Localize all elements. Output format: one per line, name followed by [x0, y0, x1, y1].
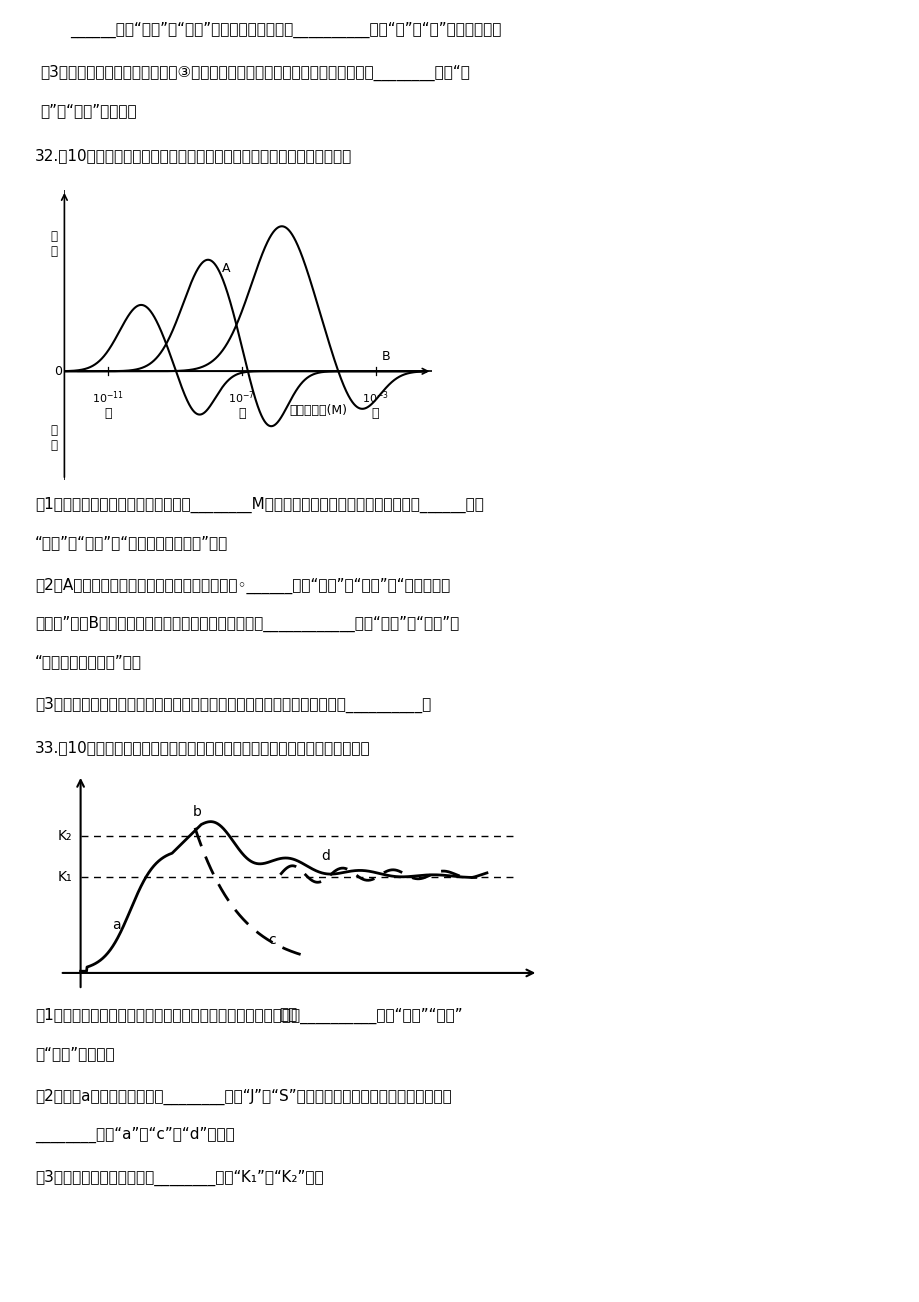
- Text: （1）描述、解释和预测种群数量的变化，常需要建立如图所示的__________（填“数学”“物理”: （1）描述、解释和预测种群数量的变化，常需要建立如图所示的__________（…: [35, 1008, 462, 1025]
- Text: ______（填“增加”或“减少”），这种调节机制是__________（填“正”或“负”）反馈调节。: ______（填“增加”或“减少”），这种调节机制是__________（填“正…: [70, 22, 501, 38]
- Text: a: a: [111, 918, 120, 931]
- Text: $10^{-3}$: $10^{-3}$: [362, 389, 389, 406]
- Text: （3）另外垂体分泌的生长激素与③都能促进幼年动物的生长和发育，他们之间是________（填“协: （3）另外垂体分泌的生长激素与③都能促进幼年动物的生长和发育，他们之间是____…: [40, 65, 470, 81]
- Text: （3）由图可知，植物不同器官对生长素的反应不同，灵敏度由高到低依此是__________。: （3）由图可知，植物不同器官对生长素的反应不同，灵敏度由高到低依此是______…: [35, 697, 431, 713]
- Text: 根: 根: [104, 406, 111, 419]
- Text: “既不促进也不抑制”）。: “既不促进也不抑制”）。: [35, 654, 142, 669]
- Text: $10^{-11}$: $10^{-11}$: [92, 389, 124, 406]
- Text: K₂: K₂: [58, 829, 73, 844]
- Text: 33.（10分）下图为种群在不同生态系统中的增长曲线模式图，据图回答问题。: 33.（10分）下图为种群在不同生态系统中的增长曲线模式图，据图回答问题。: [35, 740, 370, 755]
- Text: ________（填“a”或“c”或“d”）段。: ________（填“a”或“c”或“d”）段。: [35, 1128, 234, 1143]
- Text: 芙: 芙: [238, 406, 245, 419]
- Text: “促进”或“抑制”或“既不促进也不抑制”）。: “促进”或“抑制”或“既不促进也不抑制”）。: [35, 535, 228, 549]
- Text: b: b: [192, 805, 201, 819]
- Text: d: d: [322, 849, 330, 863]
- Text: （2）A点所对应的生长素浓度对茎生长的效应是◦______（填“促进”或“抑制”或“既不促进也: （2）A点所对应的生长素浓度对茎生长的效应是◦______（填“促进”或“抑制”…: [35, 578, 449, 594]
- Text: （2）图中a段种群增长近似于________（填“J”或“S”）型曲线。自然界中，大多数种群处于: （2）图中a段种群增长近似于________（填“J”或“S”）型曲线。自然界中…: [35, 1088, 451, 1105]
- Text: 时间: 时间: [279, 1006, 298, 1022]
- Text: 0: 0: [54, 365, 62, 378]
- Text: $10^{-7}$: $10^{-7}$: [228, 389, 255, 406]
- Text: 促
进: 促 进: [51, 230, 58, 258]
- Text: 茎: 茎: [371, 406, 379, 419]
- Text: （3）该种群的环境容纳量是________（填“K₁”或“K₂”）。: （3）该种群的环境容纳量是________（填“K₁”或“K₂”）。: [35, 1170, 323, 1186]
- Text: （1）促进芙生长的生长素最适浓度是________M，生长素的这一浓度对根生长的效应是______（填: （1）促进芙生长的生长素最适浓度是________M，生长素的这一浓度对根生长的…: [35, 497, 483, 513]
- Text: 32.（10分）右图表示植物不同器官对生长素的反应。请观察后据图回答：: 32.（10分）右图表示植物不同器官对生长素的反应。请观察后据图回答：: [35, 148, 352, 163]
- Text: A: A: [222, 262, 231, 275]
- Text: K₁: K₁: [58, 870, 73, 884]
- Text: 生长素浓度(M): 生长素浓度(M): [289, 405, 347, 418]
- Text: 同”或“拮抗”）关系。: 同”或“拮抗”）关系。: [40, 103, 137, 118]
- Text: 抑
制: 抑 制: [51, 423, 58, 452]
- Text: 不抑制”），B点所对应的生长素浓度对茎生长的效应是____________（填“促进”或“抑制”或: 不抑制”），B点所对应的生长素浓度对茎生长的效应是____________（填“…: [35, 616, 459, 633]
- Text: 或“概念”）模型。: 或“概念”）模型。: [35, 1046, 115, 1061]
- Text: B: B: [380, 350, 390, 363]
- Text: c: c: [267, 934, 276, 947]
